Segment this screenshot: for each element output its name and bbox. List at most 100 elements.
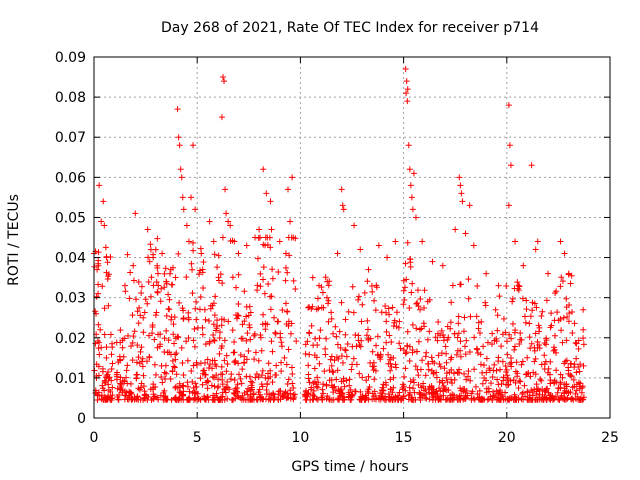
data-point bbox=[416, 326, 423, 333]
data-point bbox=[314, 384, 321, 391]
data-point bbox=[286, 252, 293, 259]
data-point bbox=[179, 383, 186, 390]
data-point bbox=[285, 394, 292, 401]
data-point bbox=[104, 276, 111, 283]
data-point bbox=[134, 342, 141, 349]
data-point bbox=[432, 396, 439, 403]
data-point bbox=[189, 389, 196, 396]
data-point bbox=[278, 368, 285, 375]
data-point bbox=[274, 318, 281, 325]
data-point bbox=[196, 306, 203, 313]
data-point bbox=[194, 324, 201, 331]
data-point bbox=[451, 330, 458, 337]
data-point bbox=[134, 308, 141, 315]
data-point bbox=[457, 338, 464, 345]
data-point bbox=[177, 166, 184, 173]
data-point bbox=[260, 166, 267, 173]
data-point bbox=[260, 264, 267, 271]
data-point bbox=[109, 384, 116, 391]
data-point bbox=[338, 186, 345, 193]
data-point bbox=[482, 302, 489, 309]
data-point bbox=[214, 317, 221, 324]
data-point bbox=[359, 301, 366, 308]
data-point bbox=[456, 370, 463, 377]
data-point bbox=[275, 388, 282, 395]
data-point bbox=[151, 393, 158, 400]
data-point bbox=[505, 382, 512, 389]
data-point bbox=[502, 362, 509, 369]
data-point bbox=[170, 331, 177, 338]
data-point bbox=[189, 266, 196, 273]
data-point bbox=[419, 357, 426, 364]
data-point bbox=[575, 379, 582, 386]
data-point bbox=[210, 238, 217, 245]
data-point bbox=[542, 388, 549, 395]
data-point bbox=[243, 373, 250, 380]
data-point bbox=[206, 218, 213, 225]
x-tick-label: 25 bbox=[601, 430, 619, 446]
data-point bbox=[399, 386, 406, 393]
data-point bbox=[246, 321, 253, 328]
data-point bbox=[136, 386, 143, 393]
data-point bbox=[470, 395, 477, 402]
data-point bbox=[155, 282, 162, 289]
data-point bbox=[332, 323, 339, 330]
data-point bbox=[282, 250, 289, 257]
data-point bbox=[193, 298, 200, 305]
data-point bbox=[267, 373, 274, 380]
data-point bbox=[580, 362, 587, 369]
data-point bbox=[323, 381, 330, 388]
data-point bbox=[132, 210, 139, 217]
data-point bbox=[179, 360, 186, 367]
data-point bbox=[328, 309, 335, 316]
data-point bbox=[364, 317, 371, 324]
data-point bbox=[279, 306, 286, 313]
data-point bbox=[363, 332, 370, 339]
data-point bbox=[235, 393, 242, 400]
data-point bbox=[502, 389, 509, 396]
data-point bbox=[257, 283, 264, 290]
data-point bbox=[356, 370, 363, 377]
data-point bbox=[551, 317, 558, 324]
data-point bbox=[314, 341, 321, 348]
data-point bbox=[126, 394, 133, 401]
data-point bbox=[210, 300, 217, 307]
data-point bbox=[508, 335, 515, 342]
data-point bbox=[176, 395, 183, 402]
data-point bbox=[207, 302, 214, 309]
data-point bbox=[575, 337, 582, 344]
data-point bbox=[385, 305, 392, 312]
data-point bbox=[516, 341, 523, 348]
data-point bbox=[96, 182, 103, 189]
data-point bbox=[458, 387, 465, 394]
data-point bbox=[377, 353, 384, 360]
data-point bbox=[498, 391, 505, 398]
data-point bbox=[270, 391, 277, 398]
data-point bbox=[380, 387, 387, 394]
data-point bbox=[287, 218, 294, 225]
data-point bbox=[212, 293, 219, 300]
data-point bbox=[436, 360, 443, 367]
data-point bbox=[559, 395, 566, 402]
data-point bbox=[257, 270, 264, 277]
data-point bbox=[568, 272, 575, 279]
data-point bbox=[103, 354, 110, 361]
data-point bbox=[337, 344, 344, 351]
data-point bbox=[463, 337, 470, 344]
data-point bbox=[104, 259, 111, 266]
data-point bbox=[174, 106, 181, 113]
data-point bbox=[467, 313, 474, 320]
data-point bbox=[507, 377, 514, 384]
data-point bbox=[400, 301, 407, 308]
data-point bbox=[375, 242, 382, 249]
data-point bbox=[124, 380, 131, 387]
data-point bbox=[221, 386, 228, 393]
data-point bbox=[535, 322, 542, 329]
data-point bbox=[466, 348, 473, 355]
data-point bbox=[211, 337, 218, 344]
data-point bbox=[475, 325, 482, 332]
data-point bbox=[553, 349, 560, 356]
data-point bbox=[415, 372, 422, 379]
data-point bbox=[507, 162, 514, 169]
data-point bbox=[475, 319, 482, 326]
